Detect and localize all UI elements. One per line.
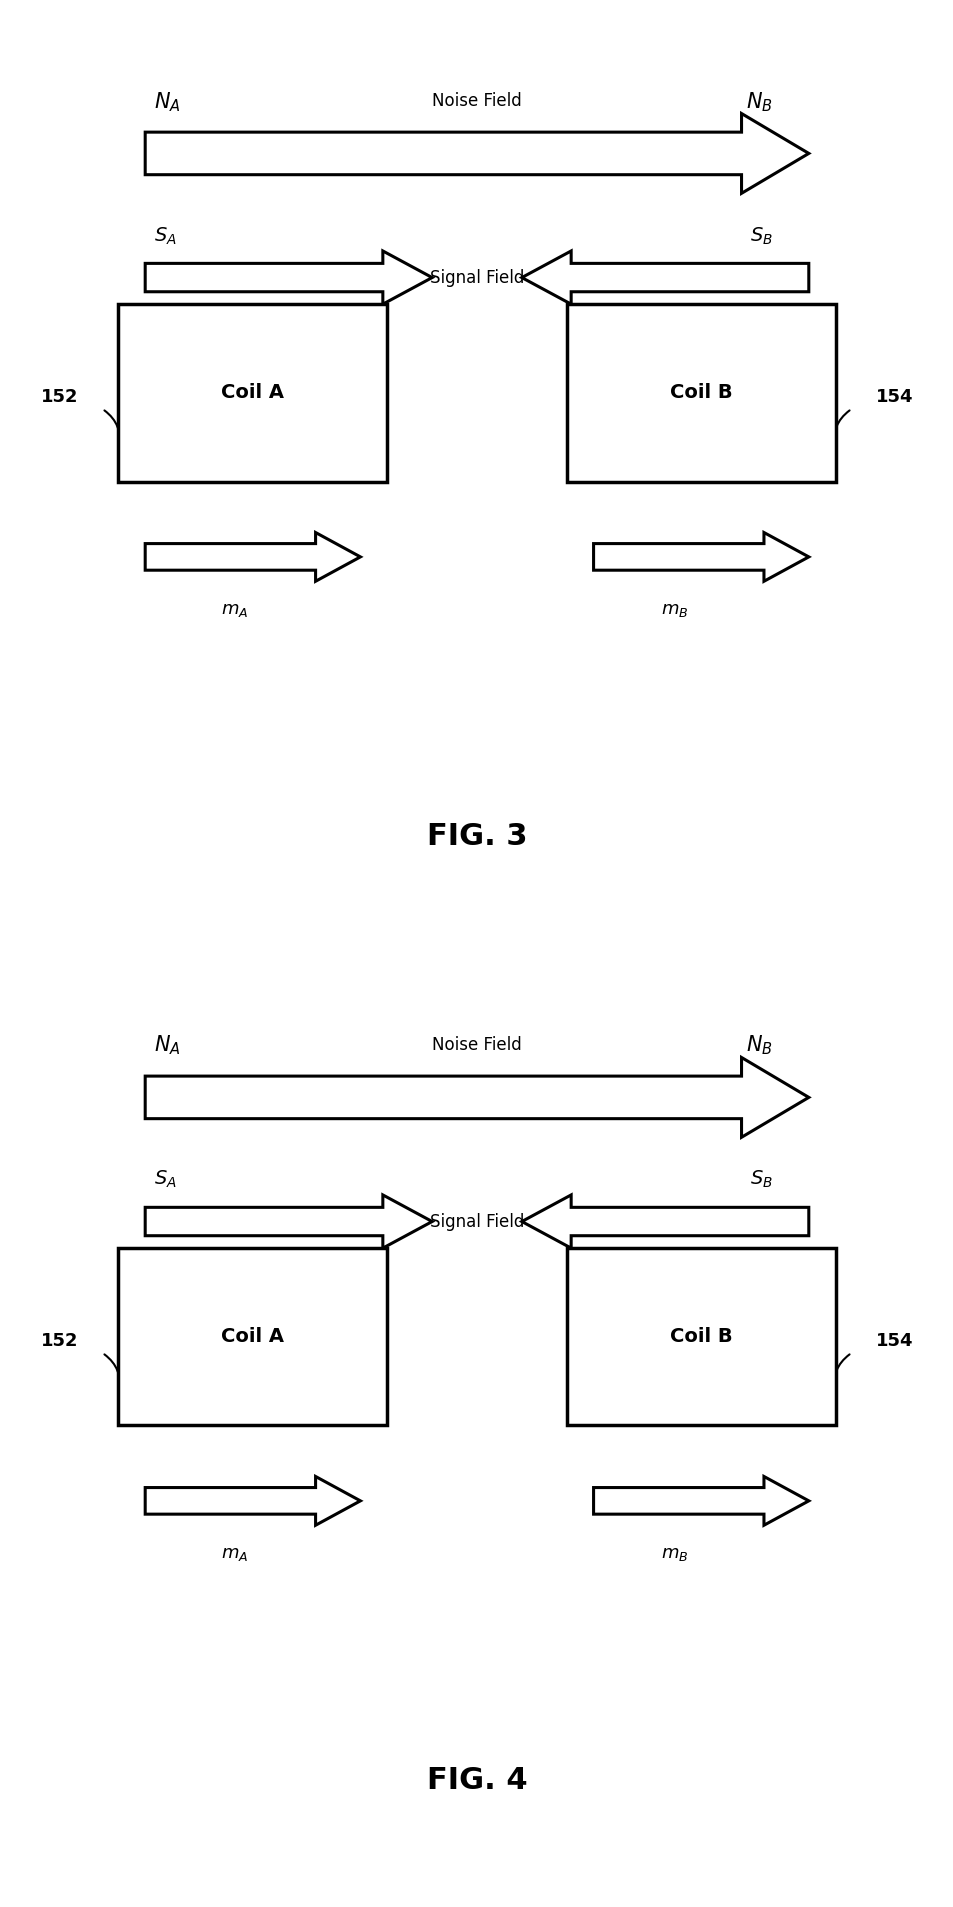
Text: FIG. 4: FIG. 4 [426, 1766, 527, 1794]
Text: Coil B: Coil B [669, 1327, 732, 1346]
Text: 152: 152 [40, 1333, 78, 1350]
Text: Coil A: Coil A [221, 1327, 284, 1346]
FancyArrow shape [521, 1196, 808, 1247]
Text: $S_B$: $S_B$ [749, 225, 772, 246]
FancyArrow shape [145, 252, 432, 305]
Text: $m_A$: $m_A$ [221, 1545, 249, 1564]
FancyArrow shape [521, 252, 808, 305]
Text: Signal Field: Signal Field [430, 1213, 523, 1230]
Text: $S_A$: $S_A$ [154, 225, 176, 246]
FancyArrow shape [145, 532, 360, 582]
Text: $N_B$: $N_B$ [745, 1034, 772, 1058]
Text: Noise Field: Noise Field [432, 1036, 521, 1055]
Bar [566, 1247, 835, 1426]
Bar [566, 303, 835, 481]
FancyArrow shape [145, 1058, 808, 1137]
Text: 152: 152 [40, 389, 78, 406]
Text: $S_A$: $S_A$ [154, 1169, 176, 1190]
Bar [118, 1247, 387, 1426]
Text: $N_A$: $N_A$ [154, 1034, 180, 1058]
Bar [118, 303, 387, 481]
FancyArrow shape [145, 1196, 432, 1247]
Text: FIG. 3: FIG. 3 [426, 822, 527, 851]
Text: $S_B$: $S_B$ [749, 1169, 772, 1190]
FancyArrow shape [145, 1476, 360, 1526]
Text: $N_A$: $N_A$ [154, 90, 180, 114]
FancyArrow shape [593, 1476, 808, 1526]
Text: Noise Field: Noise Field [432, 92, 521, 111]
FancyArrow shape [593, 532, 808, 582]
Text: 154: 154 [875, 1333, 913, 1350]
Text: Coil A: Coil A [221, 383, 284, 402]
Text: 154: 154 [875, 389, 913, 406]
Text: Coil B: Coil B [669, 383, 732, 402]
Text: $N_B$: $N_B$ [745, 90, 772, 114]
Text: Signal Field: Signal Field [430, 269, 523, 286]
Text: $m_B$: $m_B$ [659, 1545, 687, 1564]
Text: $m_A$: $m_A$ [221, 601, 249, 620]
FancyArrow shape [145, 114, 808, 193]
Text: $m_B$: $m_B$ [659, 601, 687, 620]
